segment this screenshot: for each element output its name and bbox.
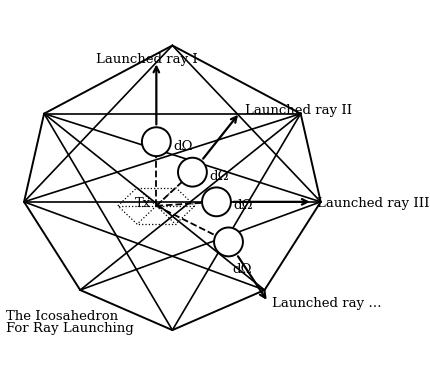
Circle shape	[178, 158, 207, 187]
Text: Launched ray II: Launched ray II	[245, 104, 352, 118]
Circle shape	[202, 187, 231, 216]
Text: dΩ: dΩ	[209, 170, 229, 183]
Text: dΩ: dΩ	[233, 199, 253, 212]
Text: dΩ: dΩ	[233, 263, 252, 276]
Circle shape	[142, 127, 171, 156]
Text: Launched ray III: Launched ray III	[317, 197, 430, 210]
Text: The Icosahedron: The Icosahedron	[6, 310, 119, 323]
Circle shape	[214, 228, 243, 256]
Text: Launched ray …: Launched ray …	[272, 297, 382, 310]
Text: Tx: Tx	[135, 197, 151, 210]
Text: For Ray Launching: For Ray Launching	[6, 322, 134, 335]
Text: Launched ray I: Launched ray I	[96, 53, 198, 65]
Text: dΩ: dΩ	[173, 140, 193, 153]
